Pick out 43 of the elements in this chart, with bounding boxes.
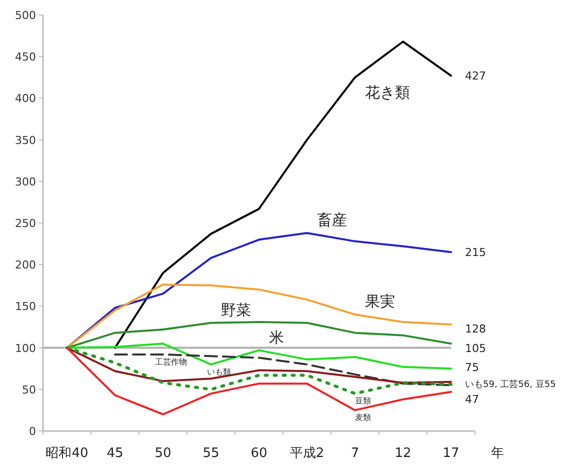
- y-tick-label: 50: [22, 383, 36, 396]
- x-tick-label: 12: [394, 446, 412, 461]
- annotation: 麦類: [355, 413, 371, 422]
- line-series: [66, 284, 452, 349]
- y-tick-label: 300: [15, 175, 36, 188]
- x-tick-label: 昭和40: [46, 446, 88, 461]
- y-tick-label: 400: [15, 92, 36, 106]
- y-tick-label: 200: [15, 258, 36, 272]
- annotation: 花き類: [365, 83, 410, 102]
- x-tick-label: 7: [350, 446, 360, 461]
- y-tick-label: 500: [15, 9, 36, 22]
- x-tick-label: 50: [154, 446, 172, 461]
- annotation: 果実: [365, 292, 395, 311]
- line-series: [66, 321, 452, 349]
- annotation: 105: [465, 342, 486, 355]
- x-axis-title: 年: [491, 446, 504, 461]
- y-tick-label: 150: [15, 300, 36, 314]
- y-tick-label: 450: [15, 50, 36, 64]
- x-tick-label: 平成2: [290, 446, 324, 461]
- x-tick-label: 45: [106, 446, 124, 461]
- annotation: 豆類: [355, 396, 371, 406]
- annotation: 215: [465, 246, 486, 260]
- line-series: [66, 346, 452, 396]
- annotation: 128: [465, 322, 486, 336]
- annotation: 野菜: [221, 300, 251, 319]
- annotation: いも類: [207, 367, 231, 376]
- annotation: 畜産: [317, 210, 347, 229]
- y-tick-label: 0: [29, 425, 36, 438]
- annotation: いも59, 工芸56, 豆55: [465, 378, 556, 390]
- x-tick-label: 55: [202, 446, 220, 461]
- y-tick-label: 100: [15, 342, 36, 355]
- annotation: 米: [269, 328, 284, 346]
- x-tick-label: 60: [250, 446, 268, 461]
- y-tick-label: 350: [15, 134, 36, 147]
- annotation: 427: [465, 70, 486, 83]
- x-tick-label: 17: [442, 446, 460, 461]
- line-series: [114, 40, 452, 349]
- annotation: 75: [465, 360, 479, 374]
- y-tick-label: 250: [15, 217, 36, 230]
- line-series: [114, 353, 452, 386]
- annotation: 工芸作物: [155, 357, 187, 366]
- annotation: 47: [465, 392, 479, 406]
- line-series: [66, 346, 452, 416]
